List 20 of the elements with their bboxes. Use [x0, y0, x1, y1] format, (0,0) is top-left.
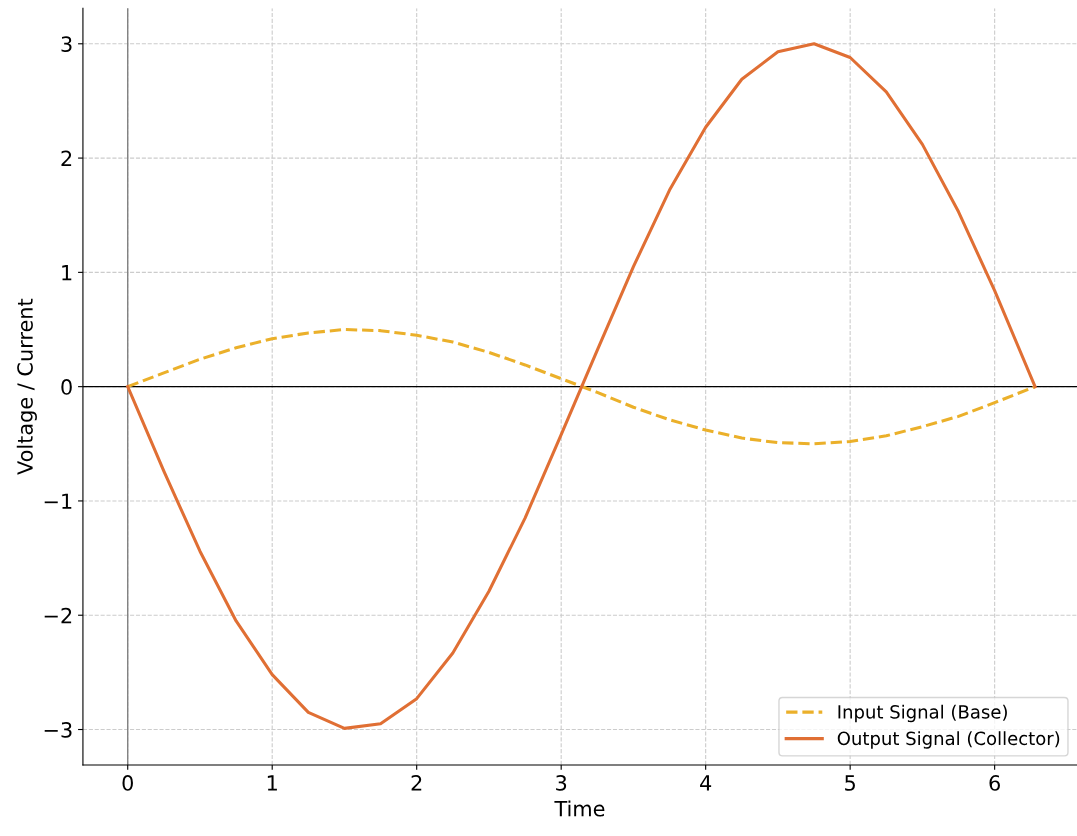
legend-label: Output Signal (Collector)	[837, 731, 1060, 749]
y-tick-label: −2	[44, 607, 72, 624]
y-tick-label: 3	[61, 36, 72, 52]
y-axis-title: Voltage / Current	[16, 298, 37, 475]
x-tick-label: 0	[122, 775, 133, 791]
line-series	[126, 42, 1037, 730]
y-tick-label: 1	[62, 265, 72, 281]
y-tick-label: −1	[44, 493, 72, 509]
x-tick-label: 5	[845, 775, 855, 791]
x-tick-label: 4	[700, 775, 712, 791]
y-tick-label: 0	[61, 379, 72, 395]
legend-label: Input Signal (Base)	[838, 704, 1007, 723]
x-tick-label: 6	[989, 775, 1000, 791]
x-tick-label: 2	[411, 775, 422, 791]
x-tick-label: 1	[267, 775, 277, 791]
y-tick-label: −3	[44, 721, 72, 738]
x-tick-label: 3	[556, 775, 567, 791]
y-tick-label: 2	[61, 150, 72, 166]
line-series	[126, 327, 1037, 446]
x-axis-title: Time	[554, 800, 605, 817]
